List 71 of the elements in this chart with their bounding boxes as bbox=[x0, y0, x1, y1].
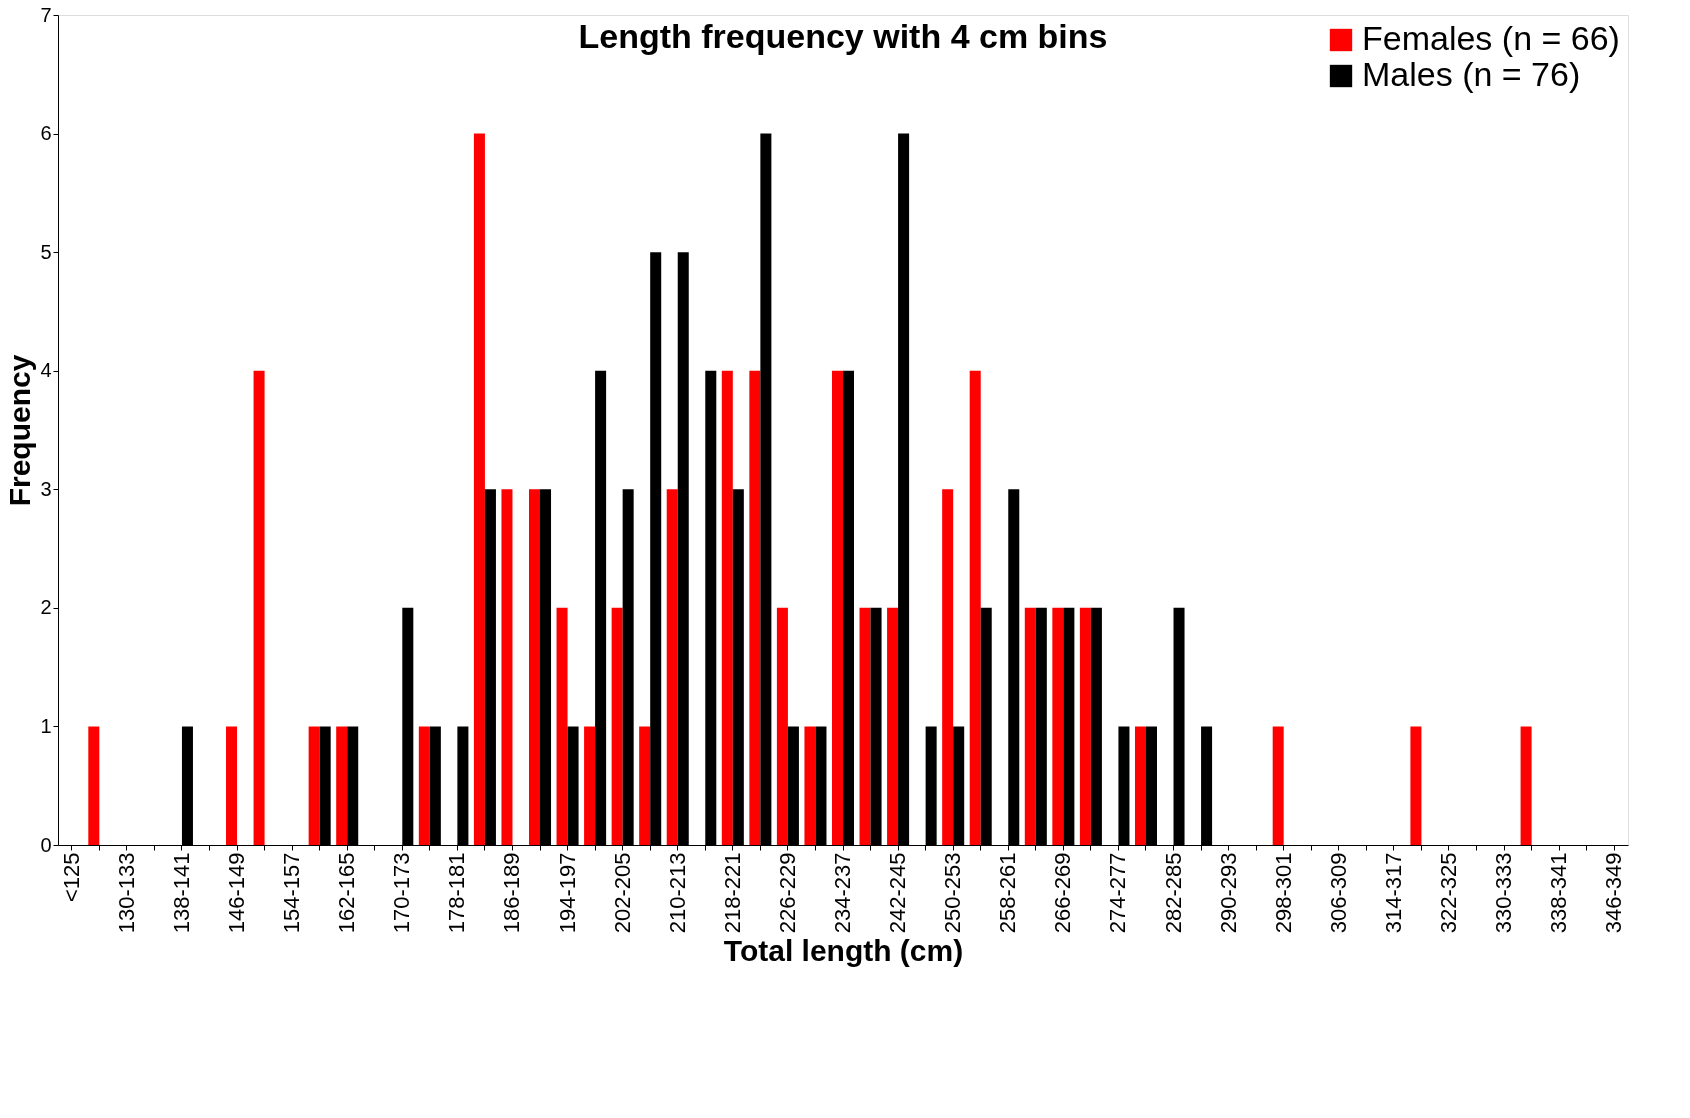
bar bbox=[308, 726, 320, 845]
legend-label: Females (n = 66) bbox=[1362, 19, 1620, 57]
y-tick-label: 5 bbox=[40, 240, 52, 263]
y-tick-label: 3 bbox=[40, 477, 52, 500]
x-tick-label: 130-133 bbox=[113, 852, 139, 934]
bar bbox=[1410, 726, 1422, 845]
bar bbox=[859, 607, 871, 845]
x-tick-label: 338-341 bbox=[1546, 852, 1572, 934]
x-tick-label: 218-221 bbox=[719, 852, 745, 934]
x-tick-label: 250-253 bbox=[940, 852, 966, 934]
bar bbox=[721, 370, 733, 845]
bar bbox=[253, 370, 265, 845]
bar bbox=[611, 607, 623, 845]
bar bbox=[1024, 607, 1036, 845]
bar bbox=[776, 607, 788, 845]
bar bbox=[942, 489, 954, 845]
bar bbox=[501, 489, 513, 845]
x-tick-label: <125 bbox=[58, 852, 84, 903]
y-tick-label: 4 bbox=[40, 359, 52, 382]
x-tick-label: 322-325 bbox=[1435, 852, 1461, 934]
x-tick-label: 330-333 bbox=[1491, 852, 1517, 934]
bar bbox=[1079, 607, 1091, 845]
bar bbox=[804, 726, 816, 845]
x-tick-label: 194-197 bbox=[554, 852, 580, 934]
x-tick-label: 346-349 bbox=[1601, 852, 1627, 934]
chart-title: Length frequency with 4 cm bins bbox=[578, 17, 1108, 55]
bar bbox=[336, 726, 348, 845]
bar bbox=[226, 726, 238, 845]
bar bbox=[749, 370, 761, 845]
x-tick-label: 146-149 bbox=[224, 852, 250, 934]
x-tick-label: 314-317 bbox=[1380, 852, 1406, 934]
bar bbox=[584, 726, 596, 845]
bar bbox=[473, 133, 485, 845]
x-tick-label: 290-293 bbox=[1215, 852, 1241, 934]
bar bbox=[969, 370, 981, 845]
bar bbox=[666, 489, 678, 845]
y-tick-label: 0 bbox=[40, 833, 52, 856]
x-tick-label: 186-189 bbox=[499, 852, 525, 934]
bar bbox=[887, 607, 899, 845]
x-axis-title: Total length (cm) bbox=[723, 934, 964, 968]
x-tick-label: 242-245 bbox=[885, 852, 911, 934]
x-tick-label: 274-277 bbox=[1105, 852, 1131, 934]
bar bbox=[529, 489, 541, 845]
bar bbox=[88, 726, 100, 845]
y-tick-label: 6 bbox=[40, 122, 52, 145]
x-tick-label: 282-285 bbox=[1160, 852, 1186, 934]
x-tick-label: 298-301 bbox=[1270, 852, 1296, 934]
bar bbox=[1052, 607, 1064, 845]
bar bbox=[556, 607, 568, 845]
bar bbox=[1520, 726, 1532, 845]
bar bbox=[418, 726, 430, 845]
x-tick-label: 306-309 bbox=[1325, 852, 1351, 934]
bar bbox=[1272, 726, 1284, 845]
x-tick-label: 266-269 bbox=[1050, 852, 1076, 934]
y-tick-label: 2 bbox=[40, 596, 52, 619]
bar bbox=[639, 726, 651, 845]
bar bbox=[831, 370, 843, 845]
x-tick-label: 138-141 bbox=[168, 852, 194, 934]
x-tick-label: 226-229 bbox=[774, 852, 800, 934]
x-tick-label: 178-181 bbox=[444, 852, 470, 934]
y-tick-label: 1 bbox=[40, 714, 52, 737]
x-tick-label: 210-213 bbox=[664, 852, 690, 934]
y-tick-label: 7 bbox=[40, 3, 52, 26]
y-axis-title: Frequency bbox=[3, 354, 37, 507]
x-tick-label: 234-237 bbox=[830, 852, 855, 934]
bar bbox=[1134, 726, 1146, 845]
x-tick-label: 162-165 bbox=[334, 852, 360, 934]
x-tick-label: 154-157 bbox=[279, 852, 305, 934]
x-tick-label: 258-261 bbox=[995, 852, 1021, 934]
x-tick-label: 202-205 bbox=[609, 852, 635, 934]
x-tick-label: 170-173 bbox=[389, 852, 415, 934]
